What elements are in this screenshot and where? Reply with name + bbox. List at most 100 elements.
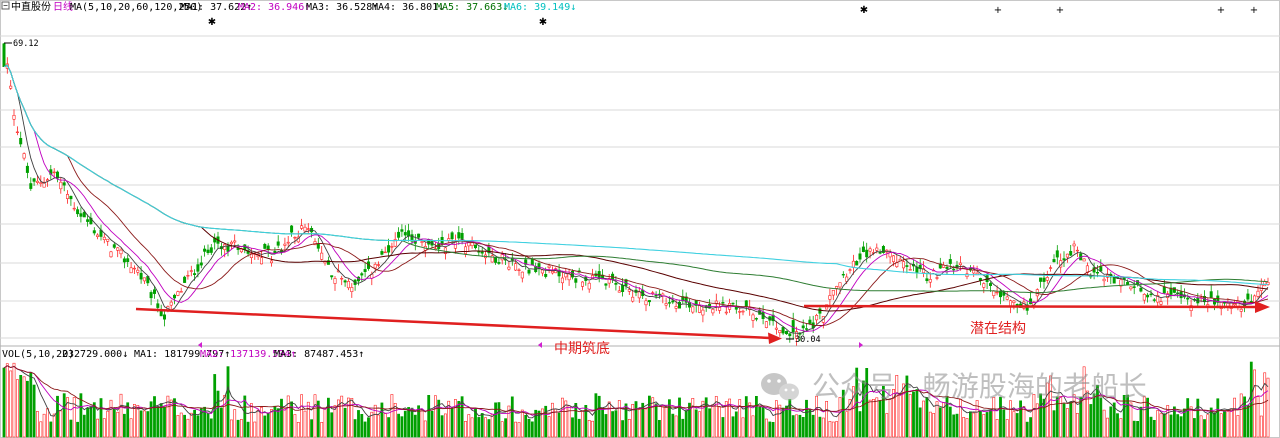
event-marker[interactable]: + (1217, 5, 1225, 16)
volume-bar (19, 374, 23, 438)
candle-body (473, 244, 477, 249)
volume-bar (751, 415, 755, 438)
candle-body (851, 260, 855, 268)
candle-body (828, 295, 832, 300)
event-marker[interactable]: ✱ (208, 17, 216, 28)
volume-params: VOL(5,10,20) (2, 349, 74, 360)
candle-body (1126, 281, 1130, 285)
volume-bar (340, 395, 344, 438)
volume-bar (892, 388, 895, 438)
volume-bar (243, 395, 247, 438)
candle-body (45, 179, 49, 182)
volume-bar (79, 393, 83, 438)
volume-bar (778, 404, 782, 438)
volume-bar (119, 393, 123, 438)
volume-bar (230, 419, 233, 438)
candle-body (644, 300, 648, 306)
volume-bar (587, 419, 591, 438)
volume-bar (1096, 384, 1099, 438)
event-marker[interactable]: ✱ (860, 5, 868, 16)
volume-bar (226, 366, 230, 438)
volume-bar (584, 404, 588, 438)
candle-body (1233, 303, 1237, 306)
list-toggle-icon[interactable] (1, 1, 10, 10)
ma-params: MA(5,10,20,60,120,250) (70, 2, 202, 13)
candle-body (410, 234, 414, 242)
volume-bar (698, 411, 701, 438)
candle-body (293, 237, 297, 239)
volume-bar (631, 403, 635, 438)
volume-bar (975, 400, 979, 438)
volume-bar (383, 413, 387, 438)
candle-body (550, 270, 554, 274)
volume-bar (818, 416, 822, 438)
candle-body (249, 253, 253, 259)
ma6-legend: MA6: 39.149↓ (504, 2, 576, 13)
volume-bar (357, 410, 360, 438)
candle-body (59, 181, 63, 190)
candle-body (2, 43, 6, 67)
volume-bar (764, 418, 768, 438)
volume-bar (32, 384, 36, 438)
volume-bar (477, 417, 481, 438)
candle-body (908, 269, 912, 271)
candle-body (259, 257, 263, 265)
volume-bar (771, 421, 775, 438)
volume-panel (2, 361, 1270, 438)
volume-bar (464, 420, 467, 438)
event-markers[interactable]: ✱ ✱ ✱ + + + + (208, 5, 1258, 28)
candle-body (607, 277, 611, 284)
volume-bar (1005, 419, 1009, 438)
volume-bar (571, 417, 574, 438)
ma6-line (3, 64, 1269, 286)
volume-bar (1052, 410, 1056, 438)
candle-body (574, 278, 578, 283)
candle-body (751, 314, 755, 321)
period-label[interactable]: 日线 (53, 0, 73, 13)
volume-bar (106, 410, 110, 438)
stock-name[interactable]: 中直股份 (11, 0, 51, 13)
volume-bar (92, 402, 96, 438)
candle-body (724, 311, 728, 314)
volume-bar (330, 412, 334, 438)
volume-bar (1199, 415, 1203, 438)
candle-body (741, 310, 745, 313)
candle-body (731, 302, 735, 305)
candle-body (704, 305, 708, 309)
candle-body (544, 273, 548, 277)
volume-bar (1089, 404, 1093, 438)
candle-body (621, 284, 625, 292)
volume-bar (1092, 393, 1096, 438)
volume-bar (283, 408, 287, 438)
volume-bar (467, 414, 471, 438)
low-price-label: 30.04 (786, 335, 821, 345)
event-marker[interactable]: + (994, 5, 1002, 16)
candle-body (835, 286, 839, 289)
volume-bar (206, 412, 210, 438)
candle-body (1132, 286, 1136, 288)
volume-bar (1203, 419, 1206, 438)
volume-bar (858, 411, 862, 438)
event-marker[interactable]: + (1056, 5, 1064, 16)
candle-body (92, 230, 96, 234)
ma2-legend: MA2: 36.946↑ (238, 2, 310, 13)
volume-bar (955, 413, 959, 438)
candle-body (343, 280, 347, 283)
volume-bar (169, 399, 173, 438)
volume-bar (326, 397, 330, 438)
event-marker[interactable]: ✱ (539, 17, 547, 28)
volume-bar (761, 406, 765, 438)
volume-ma-lines (3, 365, 1269, 419)
volume-bar (841, 389, 845, 438)
candle-body (229, 241, 233, 245)
volume-bar (213, 374, 217, 438)
candle-body (1239, 308, 1243, 312)
volume-bar (574, 402, 578, 438)
volume-bar (109, 399, 113, 438)
volume-bar (601, 407, 605, 438)
volume-bar (380, 402, 384, 438)
event-marker[interactable]: + (1250, 5, 1258, 16)
annotation-potential-structure: 潜在结构 (970, 321, 1026, 337)
watermark: 公众号 · 畅游股海的老船长 (761, 370, 1147, 403)
